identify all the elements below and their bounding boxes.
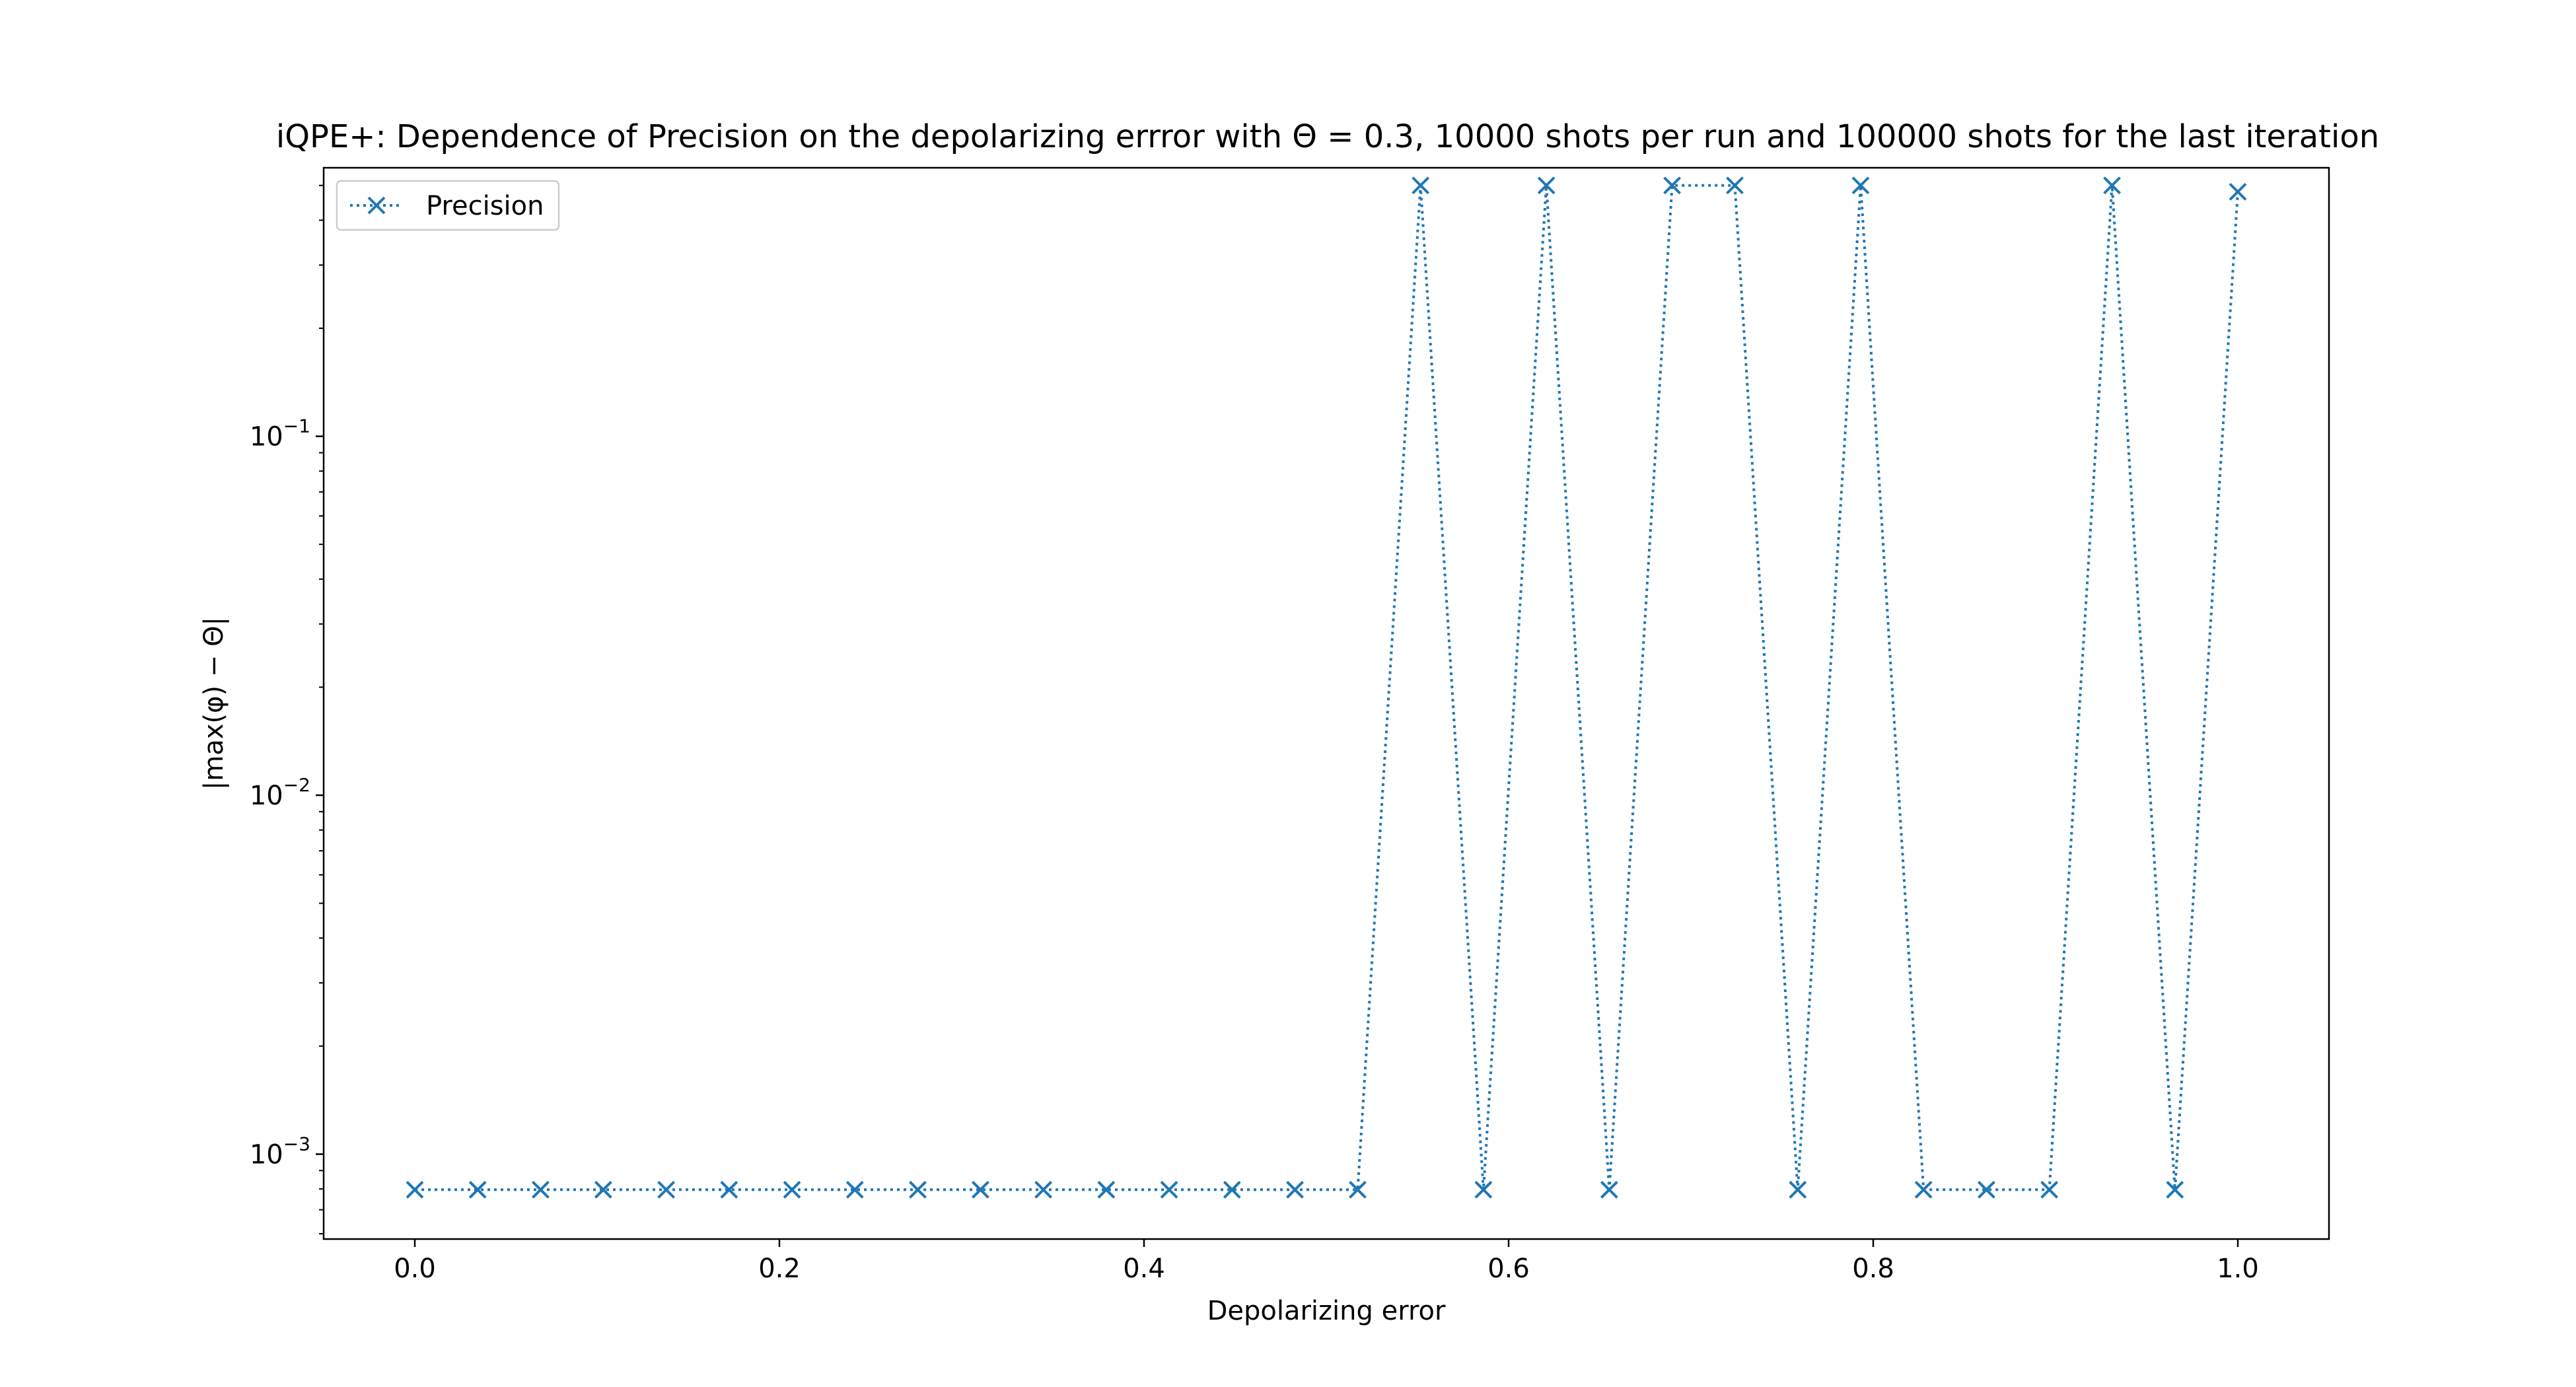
x-axis-ticks: 0.0 0.2 0.4 0.6 0.8 1.0 bbox=[394, 1239, 2259, 1284]
data-point-x-marker bbox=[657, 1180, 676, 1199]
plot-frame bbox=[322, 166, 2330, 1240]
y-tick-label: 10−3 bbox=[250, 1133, 310, 1170]
data-point-x-marker bbox=[783, 1180, 801, 1199]
data-point-x-marker bbox=[1412, 176, 1430, 195]
data-point-x-marker bbox=[2040, 1180, 2059, 1199]
data-point-x-marker bbox=[1789, 1180, 1807, 1199]
data-point-x-marker bbox=[1160, 1180, 1178, 1199]
data-point-x-marker bbox=[972, 1180, 989, 1199]
legend-box bbox=[336, 180, 560, 231]
data-point-x-marker bbox=[1097, 1180, 1116, 1199]
data-point-x-marker bbox=[1977, 1180, 1995, 1199]
x-tick-label: 0.2 bbox=[758, 1254, 801, 1284]
data-point-x-marker bbox=[2229, 182, 2247, 201]
data-point-x-marker bbox=[2166, 1180, 2184, 1199]
legend-x-marker-icon bbox=[367, 196, 386, 215]
data-point-x-marker bbox=[909, 1180, 927, 1199]
y-tick-label: 10−1 bbox=[250, 415, 310, 452]
data-point-x-marker bbox=[1600, 1180, 1618, 1199]
data-point-x-marker bbox=[720, 1180, 738, 1199]
data-point-x-marker bbox=[1726, 176, 1744, 195]
legend: Precision bbox=[336, 180, 560, 231]
data-point-x-marker bbox=[1914, 1180, 1933, 1199]
data-point-x-marker bbox=[1851, 176, 1870, 195]
x-tick-label: 0.8 bbox=[1852, 1254, 1894, 1284]
data-point-x-marker bbox=[1474, 1180, 1493, 1199]
data-point-x-marker bbox=[468, 1180, 487, 1199]
chart-title: iQPE+: Dependence of Precision on the de… bbox=[276, 118, 2379, 155]
data-point-x-marker bbox=[1663, 176, 1681, 195]
y-tick-label: 10−2 bbox=[250, 774, 310, 811]
x-tick-label: 0.4 bbox=[1123, 1254, 1165, 1284]
data-point-x-marker bbox=[594, 1180, 612, 1199]
series-layer bbox=[406, 176, 2247, 1199]
x-axis-label: Depolarizing error bbox=[1207, 1296, 1446, 1326]
series-line-0 bbox=[415, 184, 2239, 1191]
data-point-x-marker bbox=[1286, 1180, 1304, 1199]
x-tick-label: 0.6 bbox=[1487, 1254, 1530, 1284]
y-axis-ticks: 10−3 10−2 10−1 bbox=[250, 184, 324, 1234]
x-tick-label: 1.0 bbox=[2217, 1254, 2259, 1284]
data-point-x-marker bbox=[1537, 176, 1556, 195]
data-point-x-marker bbox=[406, 1180, 424, 1199]
y-axis-label: |max(φ) − Θ| bbox=[199, 617, 229, 790]
legend-label-precision: Precision bbox=[426, 191, 544, 221]
data-point-x-marker bbox=[845, 1180, 864, 1199]
x-tick-label: 0.0 bbox=[394, 1254, 436, 1284]
data-point-x-marker bbox=[2103, 176, 2121, 195]
data-point-x-marker bbox=[1034, 1180, 1053, 1199]
data-point-x-marker bbox=[1223, 1180, 1241, 1199]
data-point-x-marker bbox=[1349, 1180, 1367, 1199]
data-point-x-marker bbox=[532, 1180, 550, 1199]
